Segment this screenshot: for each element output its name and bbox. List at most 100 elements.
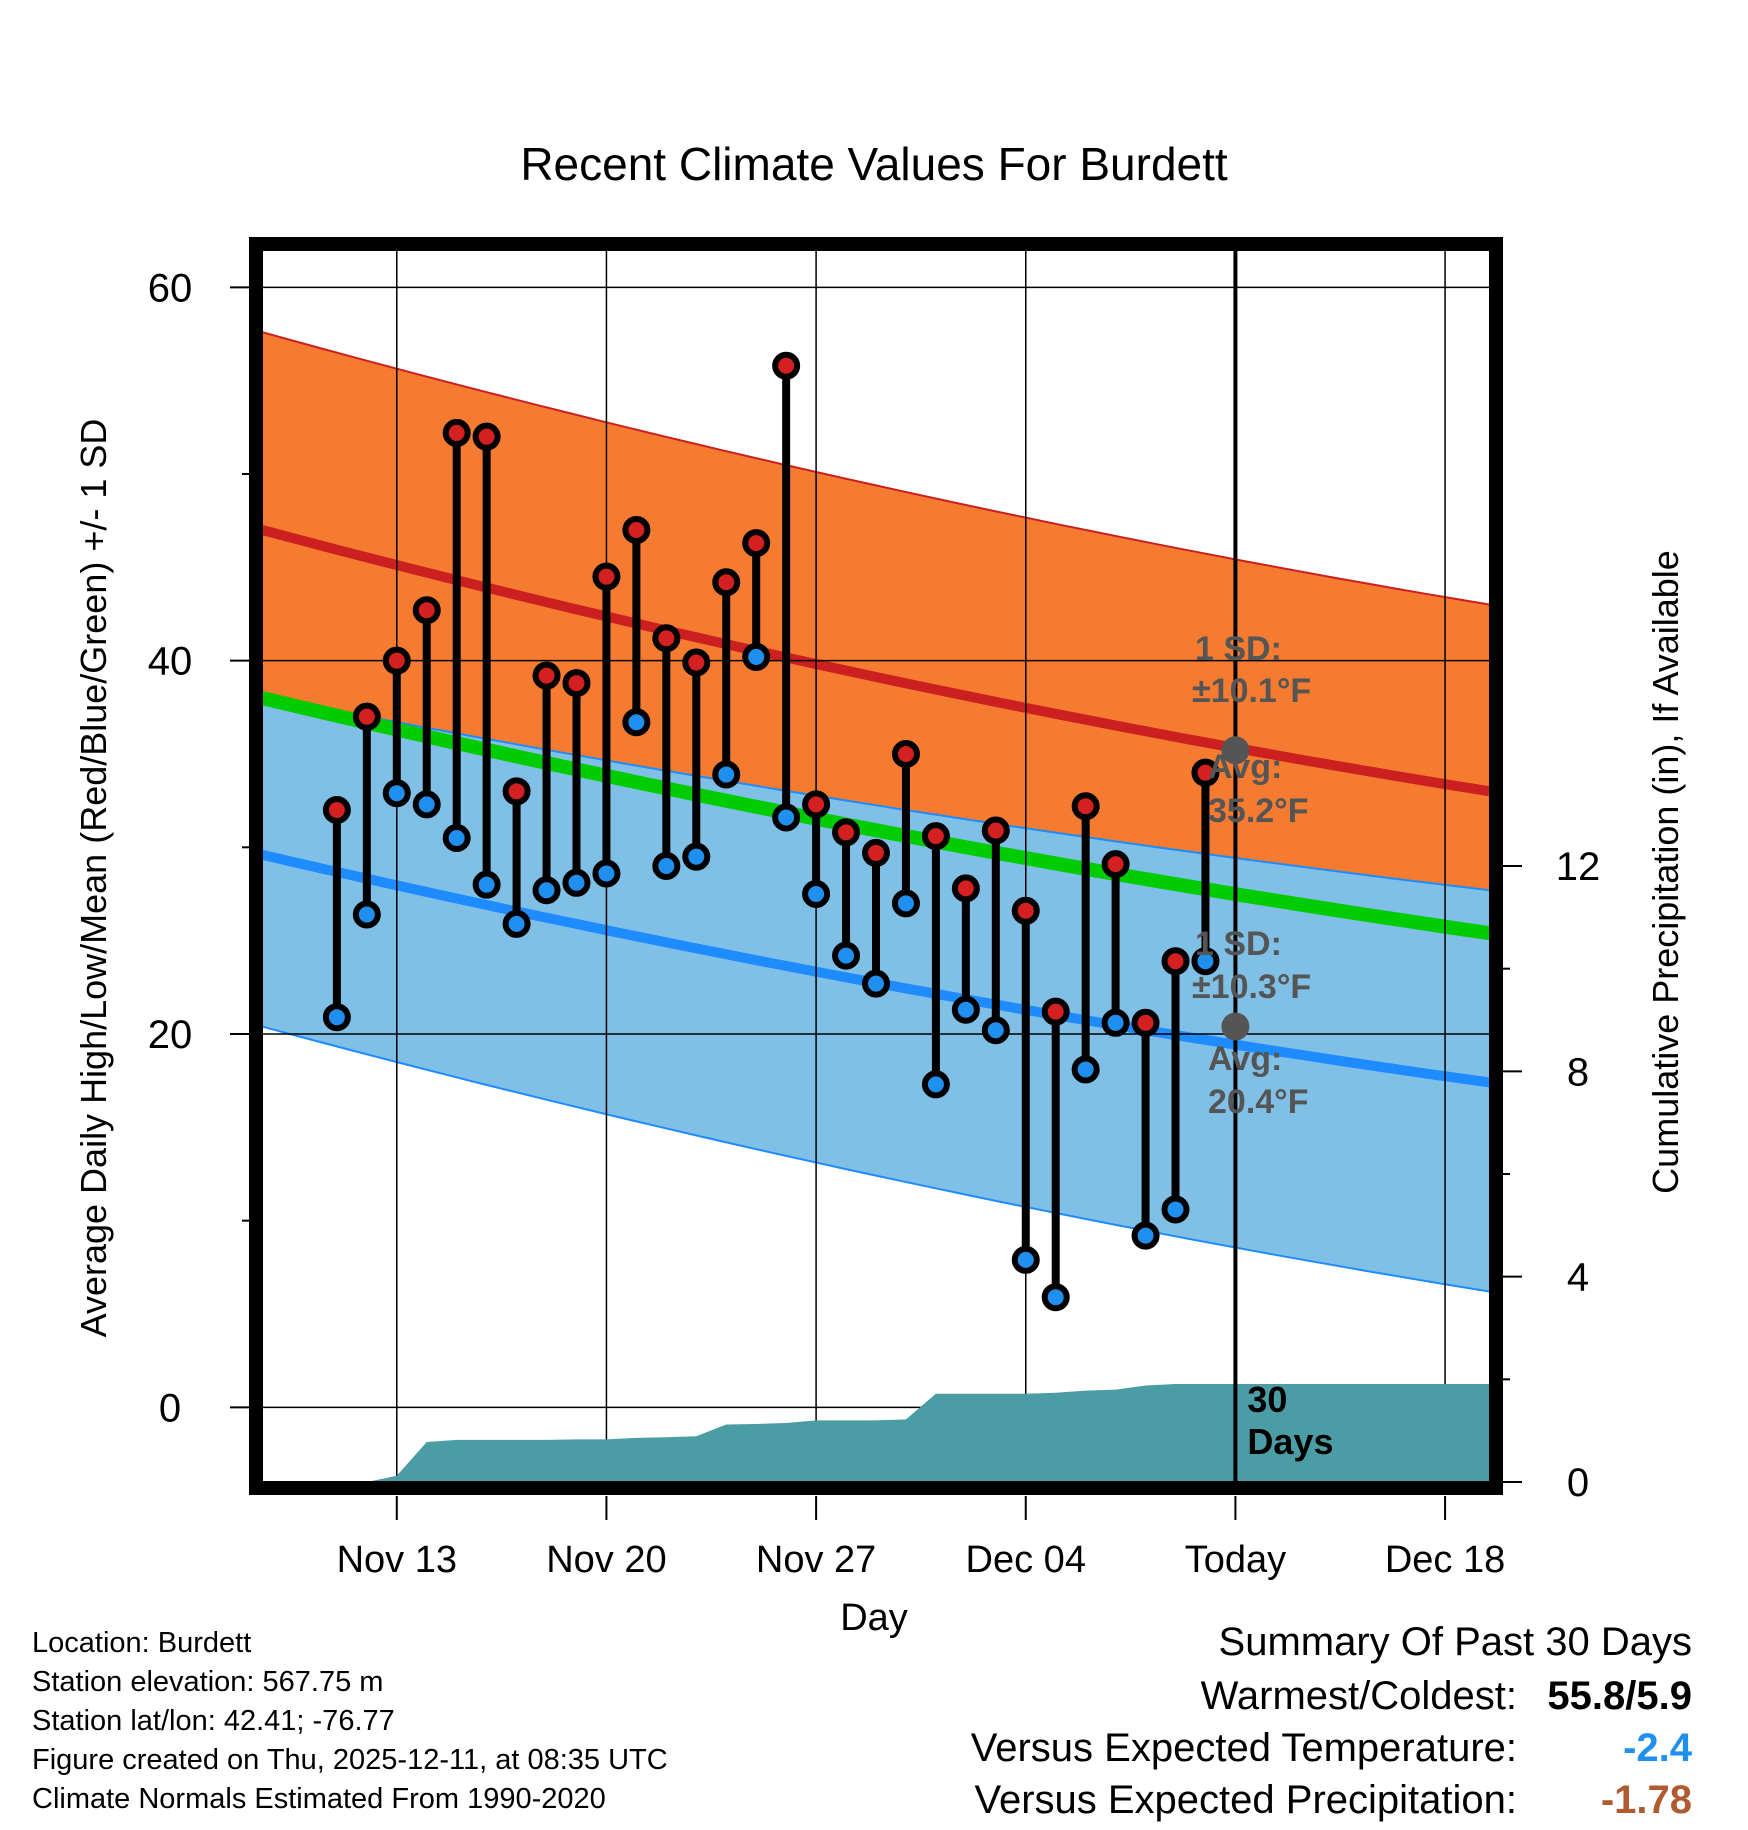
- warm-cold-value: 55.8/5.9: [1547, 1674, 1692, 1718]
- x-tick-label: Nov 20: [546, 1539, 666, 1581]
- daily-values: [322, 351, 1220, 1312]
- daily-low-point: [981, 1016, 1010, 1045]
- daily-high-point: [742, 529, 771, 558]
- summary-title: Summary Of Past 30 Days: [1218, 1620, 1692, 1664]
- summary-panel: Summary Of Past 30 Days Warmest/Coldest:…: [971, 1620, 1692, 1830]
- daily-low-point: [772, 803, 801, 832]
- daily-high-point: [682, 648, 711, 677]
- daily-high-point: [1191, 758, 1220, 787]
- daily-low-point: [1071, 1055, 1100, 1084]
- low-avg-label: Avg:: [1208, 1040, 1282, 1078]
- daily-low-point: [742, 642, 771, 671]
- daily-high-point: [862, 838, 890, 867]
- daily-low-point: [502, 909, 531, 938]
- daily-high-point: [412, 596, 441, 625]
- daily-high-point: [562, 669, 591, 698]
- latlon-text: Station lat/lon: 42.41; -76.77: [32, 1705, 395, 1737]
- daily-low-point: [382, 779, 411, 808]
- daily-low-point: [1011, 1245, 1040, 1274]
- warm-cold-label: Warmest/Coldest:: [1200, 1674, 1517, 1718]
- daily-low-point: [832, 941, 861, 970]
- chart-title: Recent Climate Values For Burdett: [520, 138, 1228, 190]
- daily-low-point: [562, 868, 591, 897]
- daily-low-point: [1131, 1221, 1160, 1250]
- daily-high-point: [472, 422, 501, 451]
- daily-high-point: [502, 777, 531, 806]
- daily-high-point: [352, 702, 381, 731]
- precip-row: Versus Expected Precipitation: -1.78: [971, 1778, 1692, 1830]
- precip-value: -1.78: [1600, 1778, 1692, 1822]
- daily-high-point: [1161, 947, 1190, 976]
- daily-high-point: [1011, 896, 1040, 925]
- x-tick-label: Today: [1185, 1539, 1286, 1581]
- normals-text: Climate Normals Estimated From 1990-2020: [32, 1783, 606, 1815]
- daily-high-point: [1041, 997, 1070, 1026]
- days-label-line: Days: [1247, 1421, 1333, 1462]
- x-tick-label: Nov 27: [756, 1539, 876, 1581]
- x-axis-label: Day: [840, 1597, 908, 1639]
- y-tick-label: 40: [148, 640, 193, 684]
- precip-label: Versus Expected Precipitation:: [974, 1778, 1517, 1822]
- precipitation-area: [277, 1384, 1490, 1482]
- daily-high-point: [1131, 1008, 1160, 1037]
- normal-high-line: [262, 525, 1490, 797]
- today-marker: 30 Days: [1233, 250, 1333, 1482]
- normal-bands: [262, 331, 1490, 1293]
- daily-low-point: [921, 1070, 950, 1099]
- daily-high-point: [322, 796, 351, 824]
- low-sd-value: ±10.3°F: [1192, 968, 1311, 1006]
- daily-low-point: [802, 880, 831, 908]
- daily-low-point: [442, 824, 471, 852]
- x-tick-label: Dec 04: [966, 1539, 1086, 1581]
- normal-mean-line: [262, 691, 1490, 941]
- axes: 0 20 40 60 0 4 8 12 Nov 13 Nov 20 Nov 27 Dec 04 Toda…: [148, 266, 1601, 1581]
- y2-axis-label: Cumulative Precipitation (in), If Availa…: [1645, 550, 1686, 1194]
- temp-row: Versus Expected Temperature: -2.4: [971, 1726, 1692, 1778]
- daily-high-point: [712, 568, 741, 597]
- y-tick-label: 60: [148, 266, 193, 310]
- daily-low-point: [622, 708, 651, 737]
- high-sd-value: ±10.1°F: [1192, 672, 1311, 710]
- x-tick-label: Dec 18: [1385, 1539, 1505, 1581]
- daily-low-point: [891, 889, 920, 918]
- daily-high-point: [652, 624, 681, 653]
- daily-low-point: [951, 995, 980, 1024]
- daily-low-point: [592, 859, 621, 888]
- created-text: Figure created on Thu, 2025-12-11, at 08…: [32, 1744, 668, 1776]
- normal-annotations: 1 SD: ±10.1°F Avg: 35.2°F 1 SD: ±10.3°F Avg: 20…: [1192, 630, 1311, 1121]
- daily-low-point: [1191, 947, 1220, 976]
- daily-high-point: [532, 661, 561, 690]
- daily-low-point: [652, 852, 681, 880]
- daily-high-point: [891, 740, 920, 768]
- temp-value: -2.4: [1623, 1726, 1692, 1770]
- y2-tick-label: 8: [1567, 1050, 1589, 1094]
- high-avg-label: Avg:: [1208, 748, 1282, 786]
- precip-area-shape: [277, 1384, 1490, 1482]
- daily-low-point: [1161, 1195, 1190, 1224]
- temp-label: Versus Expected Temperature:: [970, 1726, 1517, 1770]
- station-info: Location: Burdett Station elevation: 567…: [32, 1624, 668, 1819]
- days-label-line: 30: [1247, 1379, 1287, 1420]
- daily-high-point: [1071, 792, 1100, 821]
- daily-high-point: [382, 646, 411, 675]
- y-tick-label: 0: [159, 1386, 181, 1430]
- daily-low-point: [532, 876, 561, 905]
- daily-low-point: [322, 1003, 351, 1032]
- high-sd-label: 1 SD:: [1195, 630, 1282, 668]
- daily-high-point: [921, 822, 950, 851]
- daily-high-point: [802, 790, 831, 819]
- low-sd-label: 1 SD:: [1195, 925, 1282, 963]
- daily-low-point: [682, 842, 711, 871]
- daily-low-point: [1101, 1008, 1130, 1037]
- daily-low-point: [1041, 1283, 1070, 1312]
- daily-low-point: [472, 870, 501, 899]
- elevation-text: Station elevation: 567.75 m: [32, 1666, 384, 1698]
- daily-high-point: [832, 818, 861, 847]
- daily-low-point: [862, 969, 890, 998]
- daily-high-point: [772, 351, 801, 380]
- low-avg-marker: [1221, 1012, 1250, 1041]
- daily-high-point: [1101, 850, 1130, 879]
- daily-high-point: [592, 562, 621, 591]
- y-axis-label: Average Daily High/Low/Mean (Red/Blue/Gr…: [73, 419, 114, 1338]
